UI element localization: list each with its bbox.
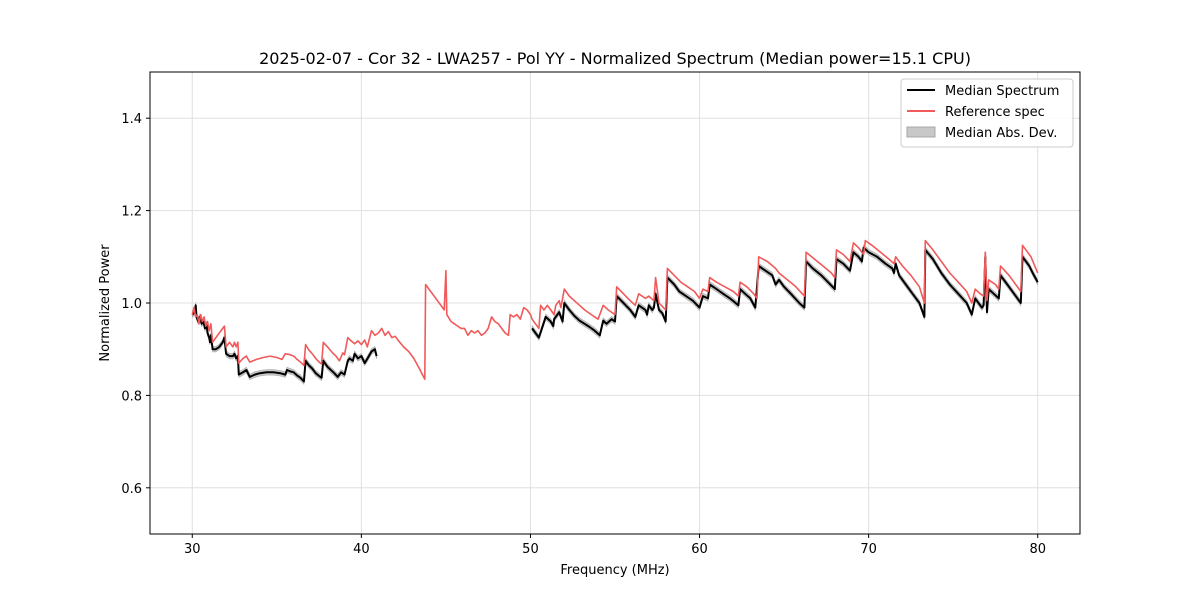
legend-median-label: Median Spectrum: [945, 84, 1059, 99]
x-tick-label: 40: [353, 542, 370, 557]
y-tick-label: 1.0: [121, 297, 142, 312]
median-spectrum-line: [191, 304, 378, 383]
mad-band: [531, 244, 1038, 342]
legend-mad-label: Median Abs. Dev.: [945, 126, 1057, 141]
y-tick-label: 0.8: [121, 389, 142, 404]
legend-reference-label: Reference spec: [945, 105, 1045, 120]
median-spectrum-line: [531, 246, 1039, 339]
reference-spec-line: [191, 239, 1039, 381]
series-layer: [191, 239, 1039, 383]
x-tick-label: 30: [184, 542, 201, 557]
legend: Median Spectrum Reference spec Median Ab…: [900, 78, 1074, 148]
legend-mad-swatch: [906, 126, 936, 138]
x-tick-label: 70: [860, 542, 877, 557]
y-axis-ticks: 0.6 0.8 1.0 1.2 1.4: [121, 112, 150, 497]
y-tick-label: 1.4: [121, 112, 142, 127]
chart-title: 2025-02-07 - Cor 32 - LWA257 - Pol YY - …: [259, 49, 971, 68]
y-tick-label: 1.2: [121, 205, 142, 220]
legend-frame: [900, 78, 1074, 148]
x-axis-label: Frequency (MHz): [560, 563, 669, 578]
x-tick-label: 60: [691, 542, 708, 557]
y-axis-label: Normalized Power: [98, 244, 113, 362]
mad-band: [192, 302, 377, 386]
x-tick-label: 50: [522, 542, 539, 557]
x-axis-ticks: 30 40 50 60 70 80: [184, 534, 1046, 557]
y-tick-label: 0.6: [121, 482, 142, 497]
x-tick-label: 80: [1029, 542, 1046, 557]
